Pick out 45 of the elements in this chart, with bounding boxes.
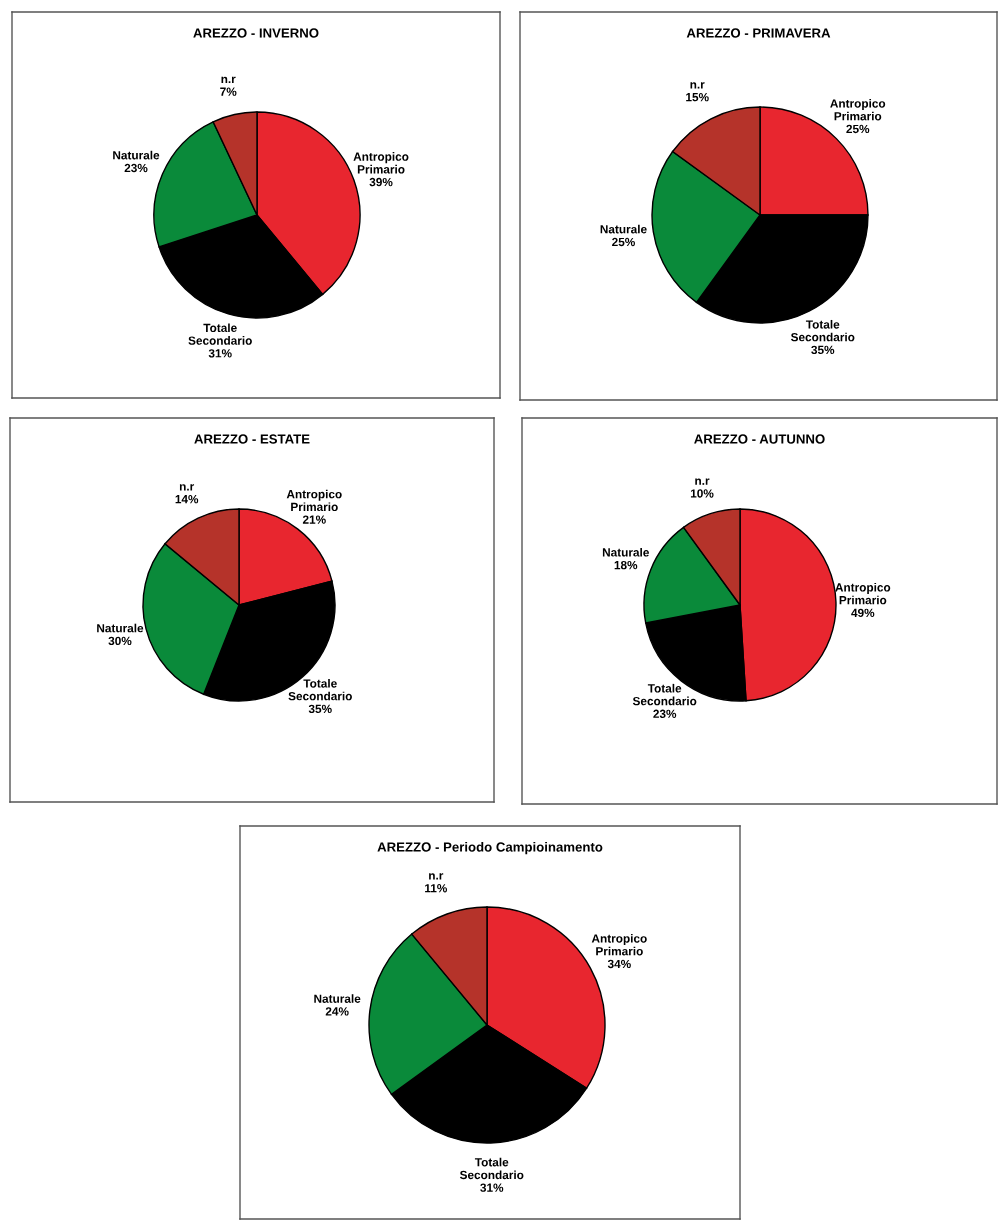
data-label: 39%	[369, 177, 393, 187]
data-label: 18%	[614, 560, 638, 570]
data-label: 21%	[302, 515, 326, 524]
data-label: 11%	[425, 884, 448, 893]
data-label: 10%	[690, 489, 714, 498]
slice-label: n.r	[179, 484, 195, 491]
slice-label: Totale Secondario	[459, 1157, 524, 1180]
data-label: 35%	[308, 704, 332, 714]
data-label: 30%	[108, 636, 132, 646]
slice-label: Totale Secondario	[288, 678, 352, 701]
data-label: 49%	[851, 608, 875, 618]
slice-label: Totale Secondario	[790, 319, 855, 342]
data-label: 23%	[124, 163, 148, 173]
slice-label: Antropico Primario	[830, 99, 886, 121]
data-label: 31%	[208, 349, 232, 358]
data-label: 34%	[607, 959, 631, 969]
chart-title: AREZZO - PRIMAVERA	[686, 28, 831, 38]
chart-title: AREZZO - INVERNO	[193, 28, 319, 38]
slice-label: n.r	[690, 82, 705, 89]
slice-label: Naturale	[113, 150, 160, 160]
data-label: 24%	[325, 1007, 349, 1016]
slice-label: n.r	[695, 478, 710, 485]
data-label: 25%	[846, 124, 870, 134]
slice-label: n.r	[429, 873, 444, 880]
data-label: 15%	[686, 93, 709, 102]
slice-label: Totale Secondario	[632, 683, 697, 706]
data-label: 7%	[220, 87, 237, 96]
data-label: 25%	[612, 237, 635, 247]
slice-label: Antropico Primario	[353, 152, 409, 174]
slice-label: Antropico Primario	[286, 489, 342, 512]
slice-label: Naturale	[602, 547, 649, 557]
slice-label: Naturale	[600, 224, 647, 234]
data-label: 14%	[175, 495, 199, 504]
chart-title: AREZZO - ESTATE	[194, 434, 310, 444]
slice-label: Naturale	[97, 623, 144, 633]
slice-label: Antropico Primario	[835, 582, 891, 605]
data-label: 35%	[811, 345, 835, 355]
slice-label: Naturale	[314, 994, 361, 1003]
chart-title: AREZZO - AUTUNNO	[694, 434, 825, 444]
slice-label: Totale Secondario	[188, 323, 252, 345]
data-label: 23%	[653, 709, 677, 718]
data-label: 31%	[480, 1183, 504, 1192]
chart-title: AREZZO - Periodo Campioinamento	[377, 842, 603, 855]
slice-label: Antropico Primario	[591, 934, 647, 956]
slice-label: n.r	[221, 76, 236, 84]
